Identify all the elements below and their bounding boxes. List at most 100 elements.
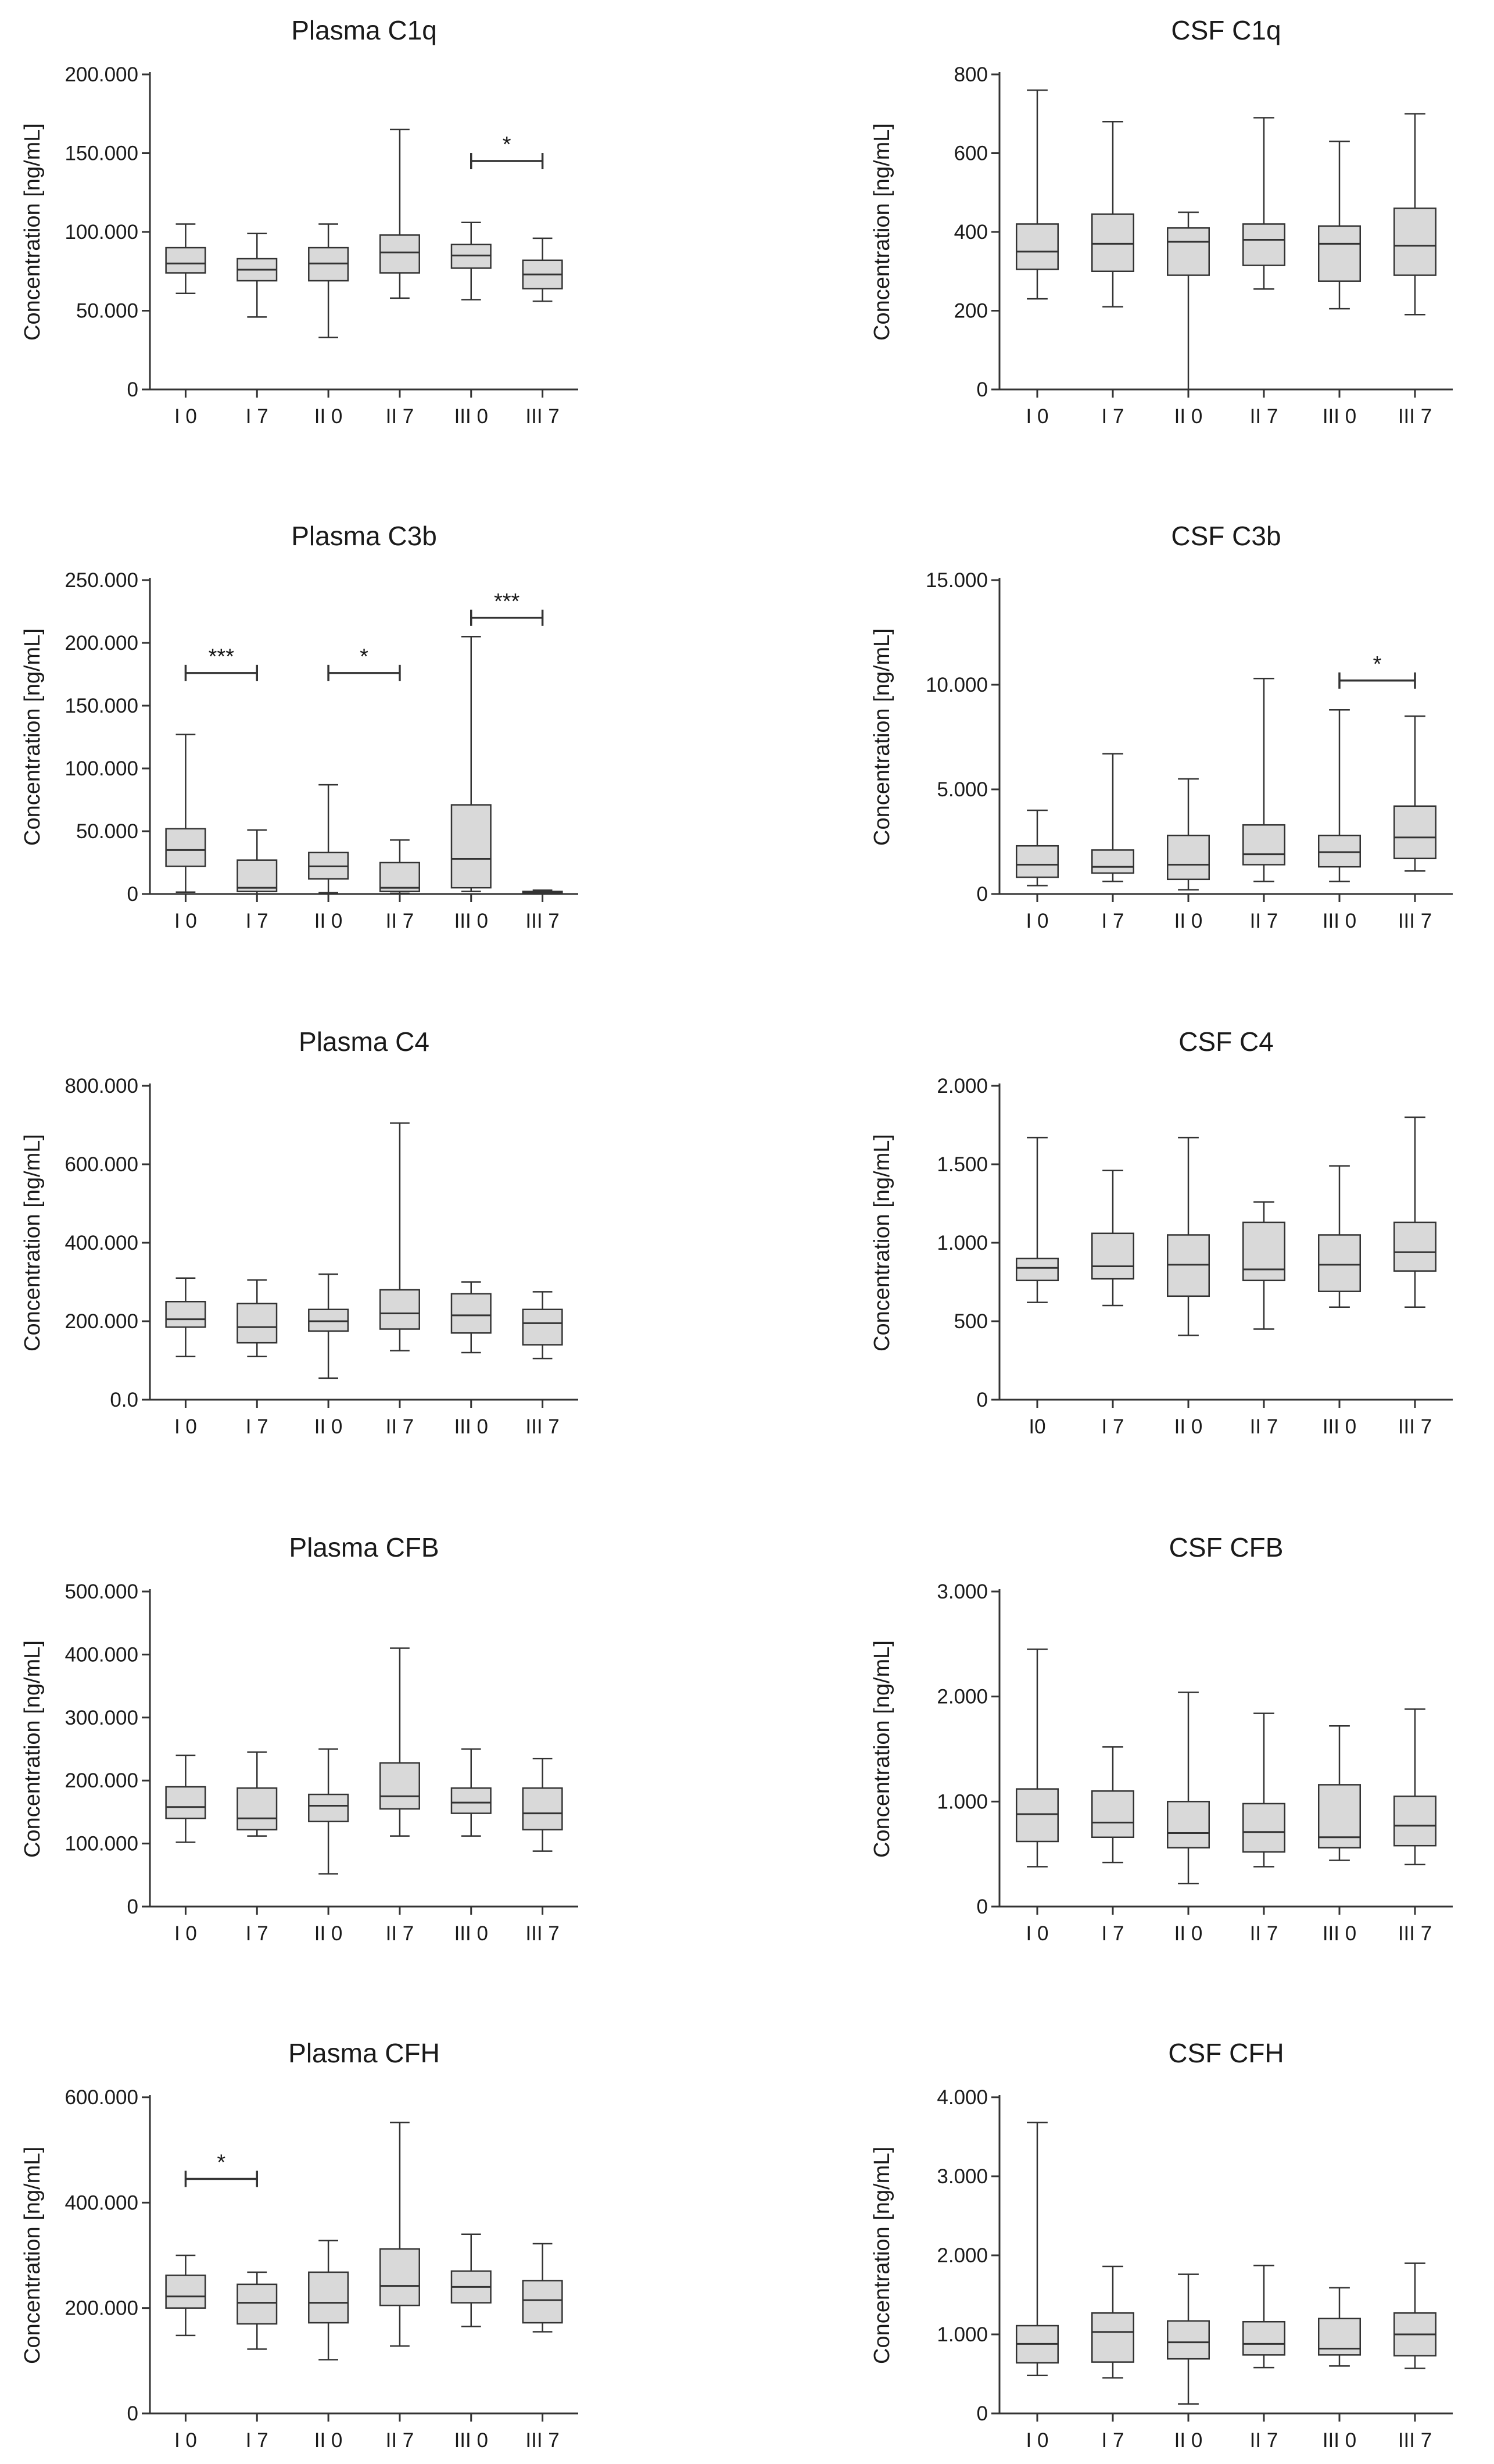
y-axis-label: Concentration [ng/mL]	[870, 123, 894, 341]
x-tick-label: II 7	[386, 2429, 414, 2452]
x-tick-label: III 0	[1323, 1415, 1356, 1438]
x-tick-label: I 7	[246, 910, 268, 932]
y-tick-label: 200.000	[65, 632, 138, 655]
y-tick-label: 250.000	[65, 569, 138, 592]
x-tick-label: I 7	[1102, 2429, 1124, 2452]
x-tick-label: I 7	[1102, 405, 1124, 428]
box-iqr	[1318, 225, 1361, 282]
y-tick-label: 10.000	[926, 674, 988, 696]
box-iqr	[1242, 1221, 1285, 1282]
x-tick-label: II 7	[386, 910, 414, 932]
x-tick-label: II 0	[1174, 910, 1203, 932]
y-tick-label: 2.000	[937, 1686, 988, 1708]
y-tick-label: 200.000	[65, 1310, 138, 1333]
box-iqr	[237, 1303, 278, 1344]
x-tick-label: III 7	[525, 2429, 559, 2452]
y-tick-label: 150.000	[65, 142, 138, 165]
chart-panel: Plasma C1q Concentration [ng/mL] 0 50.000 10…	[20, 15, 578, 428]
x-tick-label: I 0	[1026, 405, 1049, 428]
box-iqr	[1167, 1801, 1210, 1849]
chart-panel: CSF C3b Concentration [ng/mL] 0 5.000 10.000…	[870, 521, 1453, 932]
y-axis-label: Concentration [ng/mL]	[20, 628, 45, 846]
significance-label: *	[1373, 652, 1382, 677]
y-tick-label: 0	[977, 378, 988, 401]
box-iqr	[522, 2280, 563, 2324]
x-tick-label: I 0	[1026, 2429, 1049, 2452]
x-tick-label: II 7	[1250, 1415, 1278, 1438]
y-tick-label: 0	[977, 1389, 988, 1411]
chart-panel: CSF CFH Concentration [ng/mL] 0 1.000 2.000 3…	[870, 2038, 1453, 2452]
chart-panel: Plasma CFB Concentration [ng/mL] 0 100.000 2…	[20, 1532, 578, 1945]
significance-label: ***	[494, 589, 520, 614]
y-tick-label: 3.000	[937, 2165, 988, 2188]
x-tick-label: I 7	[246, 405, 268, 428]
y-tick-label: 2.000	[937, 1075, 988, 1097]
y-tick-label: 1.000	[937, 2323, 988, 2346]
x-tick-label: II 7	[386, 405, 414, 428]
y-axis-label: Concentration [ng/mL]	[870, 628, 894, 846]
box-iqr	[237, 859, 278, 892]
x-tick-label: III 0	[454, 1922, 488, 1945]
box-iqr	[1393, 208, 1436, 276]
box-iqr	[1242, 223, 1285, 266]
x-tick-label: II 0	[1174, 405, 1203, 428]
x-tick-label: III 7	[1398, 1922, 1432, 1945]
x-tick-label: II 0	[1174, 2429, 1203, 2452]
box-iqr	[308, 1308, 349, 1332]
chart-title: Plasma C1q	[291, 15, 437, 45]
y-tick-label: 0	[127, 378, 138, 401]
x-tick-label: III 7	[525, 1415, 559, 1438]
x-tick-label: I 7	[246, 1922, 268, 1945]
significance-label: ***	[209, 645, 235, 669]
y-tick-label: 400.000	[65, 1232, 138, 1254]
y-tick-label: 600.000	[65, 2086, 138, 2109]
chart-title: Plasma C4	[299, 1027, 429, 1057]
box-iqr	[1242, 1803, 1285, 1853]
box-iqr	[1318, 1784, 1361, 1849]
chart-panel: CSF C4 Concentration [ng/mL] 0 500 1.000 1.50…	[870, 1027, 1453, 1438]
y-tick-label: 100.000	[65, 1833, 138, 1855]
y-tick-label: 500	[954, 1310, 988, 1333]
y-tick-label: 400.000	[65, 1643, 138, 1666]
x-tick-label: I 0	[174, 1415, 197, 1438]
y-tick-label: 600.000	[65, 1153, 138, 1176]
x-tick-label: II 7	[386, 1415, 414, 1438]
y-tick-label: 0	[977, 883, 988, 906]
x-tick-label: II 0	[1174, 1415, 1203, 1438]
chart-panel: CSF CFB Concentration [ng/mL] 0 1.000 2.000 3…	[870, 1532, 1453, 1945]
x-tick-label: III 7	[525, 1922, 559, 1945]
box-iqr	[165, 1786, 206, 1819]
box-iqr	[379, 1762, 420, 1810]
chart-panel: Plasma C3b Concentration [ng/mL] 0 50.000 10…	[20, 521, 578, 932]
chart-title: CSF C1q	[1171, 15, 1281, 45]
box-iqr	[1393, 1796, 1436, 1847]
x-tick-label: II 7	[386, 1922, 414, 1945]
x-tick-label: II 0	[314, 910, 343, 932]
box-iqr	[379, 2248, 420, 2306]
y-axis-label: Concentration [ng/mL]	[20, 1134, 45, 1351]
y-tick-label: 600	[954, 142, 988, 165]
x-tick-label: III 7	[1398, 405, 1432, 428]
y-axis-label: Concentration [ng/mL]	[870, 1640, 894, 1858]
y-tick-label: 0.0	[110, 1389, 138, 1411]
box-iqr	[1393, 805, 1436, 860]
y-tick-label: 150.000	[65, 695, 138, 717]
y-tick-label: 5.000	[937, 778, 988, 801]
box-iqr	[450, 1787, 492, 1814]
box-iqr	[1016, 1788, 1059, 1843]
x-tick-label: I 7	[246, 2429, 268, 2452]
chart-title: CSF CFH	[1168, 2038, 1284, 2068]
box-iqr	[165, 1301, 206, 1328]
box-iqr	[1318, 1234, 1361, 1292]
y-tick-label: 500.000	[65, 1580, 138, 1603]
y-tick-label: 400.000	[65, 2191, 138, 2214]
x-tick-label: I 7	[246, 1415, 268, 1438]
x-tick-label: I 7	[1102, 910, 1124, 932]
x-tick-label: III 0	[1323, 1922, 1356, 1945]
y-tick-label: 1.500	[937, 1153, 988, 1176]
box-iqr	[165, 828, 206, 867]
box-iqr	[1318, 834, 1361, 868]
y-axis-label: Concentration [ng/mL]	[870, 2147, 894, 2364]
x-tick-label: I 0	[1026, 910, 1049, 932]
